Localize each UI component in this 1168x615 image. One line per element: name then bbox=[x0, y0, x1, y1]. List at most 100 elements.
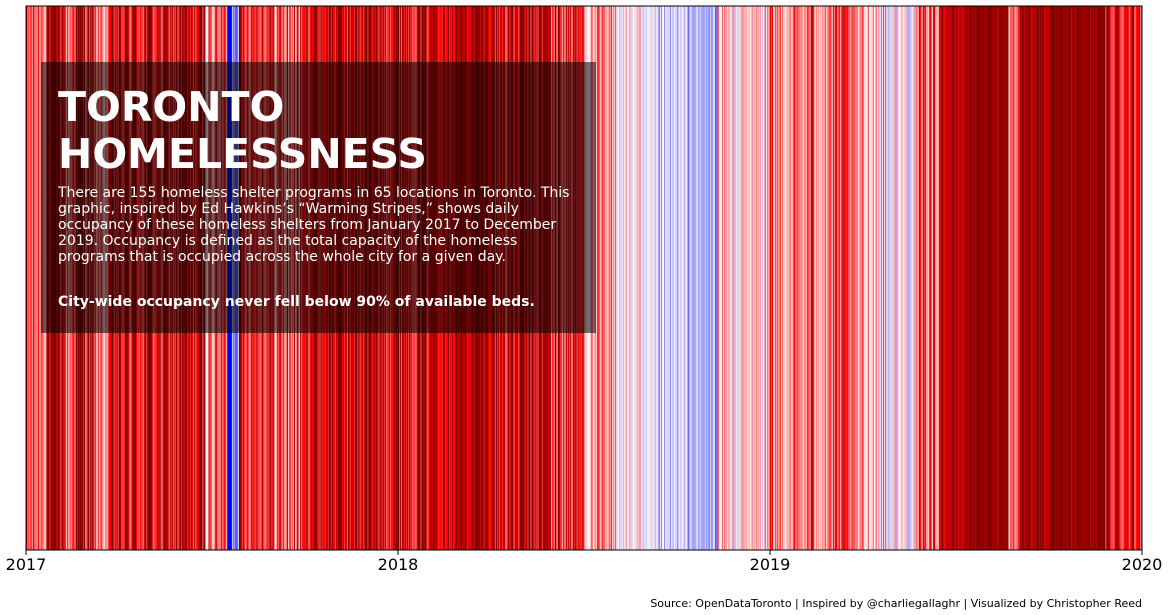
stripe bbox=[984, 6, 986, 550]
stripe bbox=[891, 6, 893, 550]
stripe bbox=[598, 6, 601, 550]
stripe bbox=[759, 6, 762, 550]
stripe bbox=[934, 6, 936, 550]
stripe bbox=[839, 6, 841, 550]
stripe bbox=[596, 6, 599, 550]
stripe bbox=[631, 6, 633, 550]
stripe bbox=[779, 6, 781, 550]
stripe bbox=[731, 6, 733, 550]
stripe bbox=[1101, 6, 1103, 550]
stripe bbox=[1111, 6, 1113, 550]
stripe bbox=[39, 6, 41, 550]
stripe bbox=[809, 6, 812, 550]
stripe bbox=[945, 6, 947, 550]
stripe bbox=[1139, 6, 1142, 550]
stripe bbox=[786, 6, 788, 550]
stripe bbox=[908, 6, 910, 550]
source-credit: Source: OpenDataToronto | Inspired by @c… bbox=[650, 597, 1142, 610]
stripe bbox=[599, 6, 602, 550]
stripe bbox=[846, 6, 848, 550]
stripe bbox=[1116, 6, 1118, 550]
stripe bbox=[986, 6, 988, 550]
stripe bbox=[691, 6, 693, 550]
stripe bbox=[974, 6, 977, 550]
stripe bbox=[980, 6, 983, 550]
stripe bbox=[1020, 6, 1023, 550]
stripe bbox=[1058, 6, 1060, 550]
stripe bbox=[1002, 6, 1004, 550]
x-axis: 2017 2018 2019 2020 bbox=[6, 550, 1163, 574]
x-tick-label: 2020 bbox=[1122, 555, 1163, 574]
stripe bbox=[811, 6, 814, 550]
stripe bbox=[960, 6, 962, 550]
chart-description: There are 155 homeless shelter programs … bbox=[58, 185, 570, 265]
stripe bbox=[628, 6, 630, 550]
stripe bbox=[704, 6, 707, 550]
stripe bbox=[965, 6, 968, 550]
stripe bbox=[854, 6, 856, 550]
stripe bbox=[842, 6, 844, 550]
stripe bbox=[773, 6, 775, 550]
stripe bbox=[904, 6, 906, 550]
stripe bbox=[651, 6, 654, 550]
stripe bbox=[767, 6, 770, 550]
stripe bbox=[794, 6, 796, 550]
stripe bbox=[678, 6, 680, 550]
stripe bbox=[665, 6, 667, 550]
stripe bbox=[1131, 6, 1134, 550]
stripe bbox=[972, 6, 975, 550]
stripe bbox=[1011, 6, 1013, 550]
stripe bbox=[624, 6, 626, 550]
stripe bbox=[883, 6, 885, 550]
stripe bbox=[703, 6, 706, 550]
stripe bbox=[1138, 6, 1141, 550]
stripe bbox=[847, 6, 849, 550]
stripe bbox=[861, 6, 864, 550]
stripe bbox=[1063, 6, 1065, 550]
stripe bbox=[1036, 6, 1038, 550]
stripe bbox=[1053, 6, 1055, 550]
stripe bbox=[864, 6, 867, 550]
stripe bbox=[1079, 6, 1082, 550]
stripe bbox=[648, 6, 651, 550]
stripe bbox=[661, 6, 664, 550]
stripe bbox=[1104, 6, 1106, 550]
stripe bbox=[818, 6, 821, 550]
stripe bbox=[727, 6, 729, 550]
stripe bbox=[1119, 6, 1121, 550]
stripe bbox=[747, 6, 749, 550]
stripe bbox=[600, 6, 603, 550]
stripe bbox=[1027, 6, 1030, 550]
stripe bbox=[935, 6, 937, 550]
stripe bbox=[910, 6, 913, 550]
stripe bbox=[696, 6, 698, 550]
stripe bbox=[737, 6, 739, 550]
stripe bbox=[699, 6, 702, 550]
stripe bbox=[717, 6, 719, 550]
stripe bbox=[697, 6, 700, 550]
stripe bbox=[838, 6, 840, 550]
stripe bbox=[777, 6, 779, 550]
stripe bbox=[829, 6, 831, 550]
stripe bbox=[649, 6, 652, 550]
stripe bbox=[865, 6, 868, 550]
stripe bbox=[642, 6, 644, 550]
stripe bbox=[784, 6, 786, 550]
stripe bbox=[1068, 6, 1070, 550]
stripe bbox=[1112, 6, 1114, 550]
stripe bbox=[985, 6, 987, 550]
stripe bbox=[824, 6, 826, 550]
stripe bbox=[701, 6, 704, 550]
stripe bbox=[869, 6, 872, 550]
stripe bbox=[1080, 6, 1083, 550]
stripe bbox=[1114, 6, 1116, 550]
stripe bbox=[1106, 6, 1108, 550]
stripe bbox=[797, 6, 799, 550]
stripe bbox=[713, 6, 716, 550]
stripe bbox=[735, 6, 737, 550]
stripe bbox=[643, 6, 645, 550]
stripe bbox=[835, 6, 837, 550]
stripe bbox=[595, 6, 598, 550]
stripe bbox=[1069, 6, 1072, 550]
stripe bbox=[1120, 6, 1122, 550]
